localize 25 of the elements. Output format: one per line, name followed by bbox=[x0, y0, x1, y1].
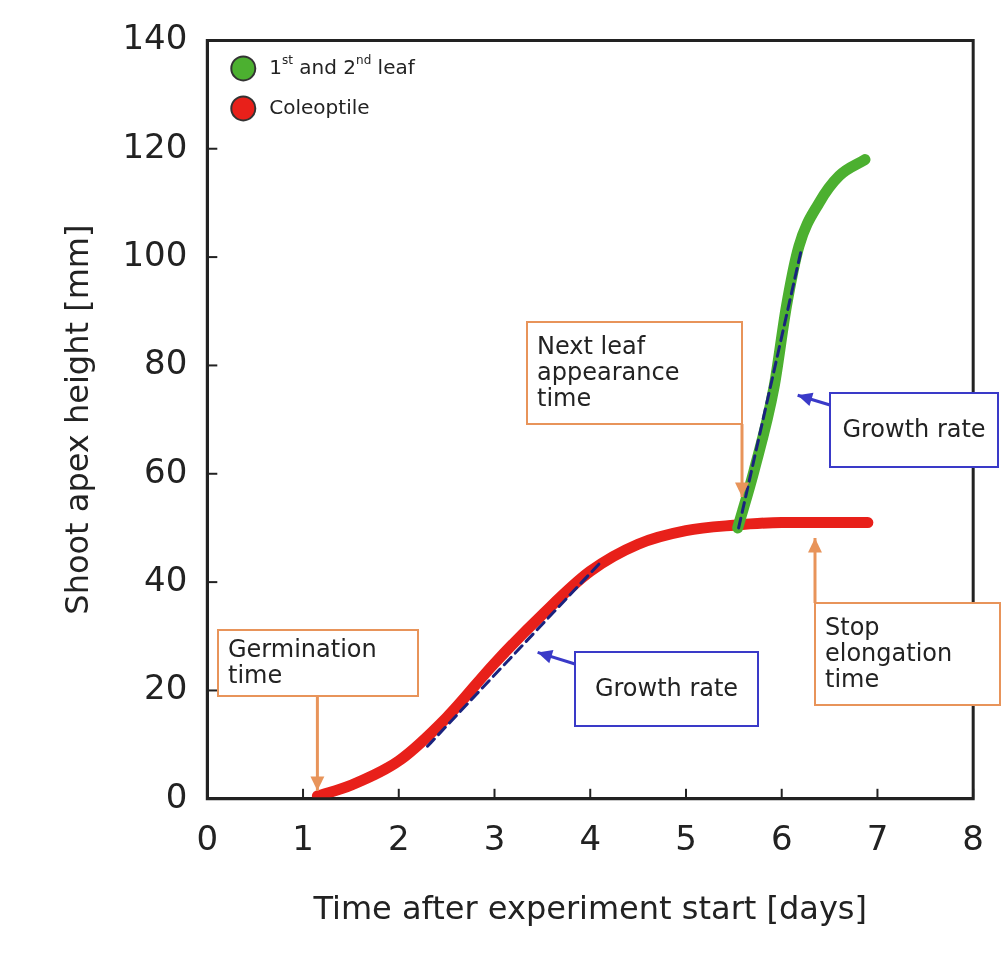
x-tick-label: 7 bbox=[866, 818, 889, 859]
x-tick-label: 8 bbox=[962, 818, 984, 859]
x-tick-label: 5 bbox=[675, 818, 697, 859]
annotation: Stop elongation time bbox=[825, 613, 953, 694]
annotation: Growth rate bbox=[842, 415, 986, 444]
y-tick-label: 20 bbox=[144, 667, 188, 708]
y-tick-label: 100 bbox=[122, 233, 188, 274]
annotation: Germination time bbox=[228, 635, 377, 690]
legend-label: Coleoptile bbox=[269, 94, 370, 119]
x-axis-title: Time after experiment start [days] bbox=[312, 889, 868, 928]
y-tick-label: 60 bbox=[144, 450, 188, 491]
x-tick-label: 1 bbox=[292, 818, 314, 859]
x-tick-label: 0 bbox=[196, 818, 219, 859]
annotation: Next leaf appearance time bbox=[537, 332, 680, 413]
x-tick-label: 2 bbox=[387, 818, 410, 859]
y-tick-label: 0 bbox=[165, 775, 188, 816]
y-tick-label: 120 bbox=[122, 125, 188, 166]
y-tick-label: 140 bbox=[122, 17, 188, 58]
y-axis-title: Shoot apex height [mm] bbox=[57, 224, 96, 615]
annotation: Growth rate bbox=[594, 674, 739, 703]
y-tick-label: 80 bbox=[144, 342, 188, 383]
x-tick-label: 4 bbox=[579, 818, 602, 859]
x-tick-label: 3 bbox=[483, 818, 506, 859]
x-tick-label: 6 bbox=[770, 818, 793, 859]
y-tick-label: 40 bbox=[144, 558, 188, 599]
